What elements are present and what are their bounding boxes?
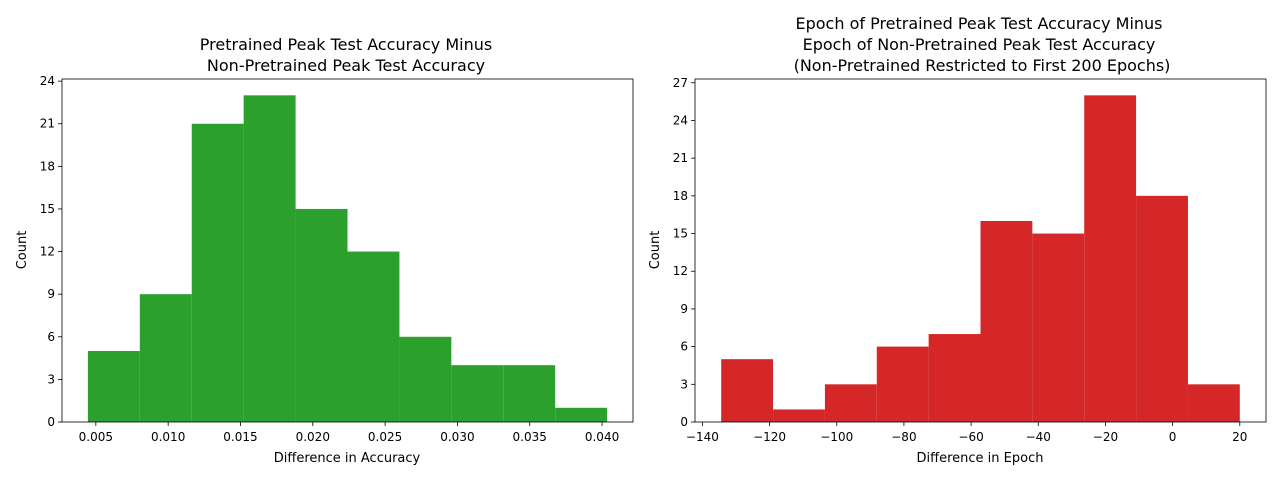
histogram-bar	[555, 407, 608, 422]
x-tick-label: 0.015	[223, 430, 257, 444]
histogram-bar	[1084, 95, 1137, 422]
x-tick-label: 0.025	[368, 430, 402, 444]
histogram-bar	[451, 365, 504, 422]
y-tick-label: 6	[47, 330, 55, 344]
histogram-bar	[347, 251, 400, 422]
histogram-bar	[503, 365, 556, 422]
y-tick-label: 9	[680, 302, 688, 316]
y-tick-label: 0	[47, 415, 55, 429]
histogram-bar	[773, 409, 825, 422]
y-tick-label: 0	[680, 415, 688, 429]
histogram-bar	[243, 95, 296, 422]
histogram-bar	[399, 336, 452, 422]
y-tick-label: 21	[673, 151, 688, 165]
epoch-difference-histogram: Epoch of Pretrained Peak Test Accuracy M…	[648, 14, 1267, 466]
y-tick-label: 18	[40, 159, 55, 173]
x-axis-ticks: 0.005 0.010 0.015 0.020 0.025 0.030 0.035 0.040	[79, 422, 619, 444]
x-tick-label: −40	[1026, 430, 1051, 444]
chart-title-line-2: Non-Pretrained Peak Test Accuracy	[207, 56, 485, 75]
chart-title-line-1: Epoch of Pretrained Peak Test Accuracy M…	[795, 14, 1162, 33]
histogram-bar	[928, 334, 981, 422]
x-tick-label: 0.020	[296, 430, 330, 444]
y-tick-label: 24	[40, 74, 55, 88]
y-tick-label: 15	[673, 227, 688, 241]
y-tick-label: 3	[47, 372, 55, 386]
chart-title-line-1: Pretrained Peak Test Accuracy Minus	[200, 35, 492, 54]
y-tick-label: 6	[680, 340, 688, 354]
x-tick-label: −100	[820, 430, 853, 444]
y-axis-label: Count	[15, 231, 30, 270]
y-tick-label: 24	[673, 113, 688, 127]
y-tick-label: 18	[673, 189, 688, 203]
accuracy-difference-histogram: Pretrained Peak Test Accuracy Minus Non-…	[15, 35, 634, 466]
histogram-bar	[191, 123, 244, 422]
y-tick-label: 12	[673, 264, 688, 278]
x-tick-label: −120	[753, 430, 786, 444]
y-tick-label: 9	[47, 287, 55, 301]
x-tick-label: 0.005	[79, 430, 113, 444]
y-tick-label: 21	[40, 117, 55, 131]
x-axis-label: Difference in Epoch	[917, 451, 1044, 466]
histogram-bar	[295, 208, 348, 422]
histogram-bar	[1136, 195, 1188, 422]
histogram-bar	[721, 359, 774, 422]
x-tick-label: 0.030	[440, 430, 474, 444]
x-tick-label: 0.010	[151, 430, 185, 444]
x-tick-label: −140	[686, 430, 719, 444]
x-tick-label: −60	[958, 430, 983, 444]
x-tick-label: 0.035	[513, 430, 547, 444]
plot-frame	[694, 78, 1267, 423]
histogram-bar	[824, 384, 877, 422]
histogram-bar	[1187, 384, 1240, 422]
histogram-bar	[87, 350, 140, 422]
histogram-bar	[876, 346, 929, 422]
x-tick-label: 20	[1232, 430, 1247, 444]
bars	[87, 95, 608, 422]
y-axis-label: Count	[648, 231, 663, 270]
plot-frame	[61, 78, 634, 423]
x-tick-label: 0	[1169, 430, 1177, 444]
y-tick-label: 27	[673, 76, 688, 90]
histogram-bar	[139, 294, 192, 422]
x-tick-label: −80	[891, 430, 916, 444]
y-tick-label: 3	[680, 377, 688, 391]
x-axis-label: Difference in Accuracy	[274, 451, 421, 466]
histogram-bar	[980, 220, 1033, 422]
x-tick-label: 0.040	[585, 430, 619, 444]
y-axis-ticks: 0 3 6 9 12 15 18 21 24 27	[673, 76, 695, 429]
chart-title-line-3: (Non-Pretrained Restricted to First 200 …	[794, 56, 1171, 75]
x-axis-ticks: −140 −120 −100 −80 −60 −40 −20 0 20	[686, 422, 1247, 444]
histogram-bar	[1032, 233, 1085, 422]
chart-title-line-2: Epoch of Non-Pretrained Peak Test Accura…	[803, 35, 1156, 54]
bars	[721, 95, 1240, 422]
y-axis-ticks: 0 3 6 9 12 15 18 21 24	[40, 74, 62, 429]
x-tick-label: −20	[1093, 430, 1118, 444]
y-tick-label: 12	[40, 245, 55, 259]
y-tick-label: 15	[40, 202, 55, 216]
